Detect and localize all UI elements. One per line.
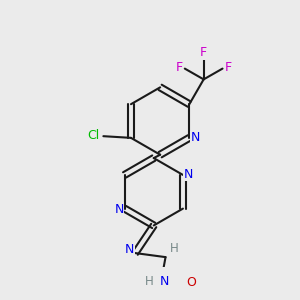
Text: F: F [199,46,206,59]
Text: F: F [176,61,183,74]
Text: N: N [160,275,169,288]
Text: H: H [170,242,179,255]
Text: H: H [145,275,154,288]
Text: N: N [114,203,124,216]
Text: N: N [184,168,193,181]
Text: F: F [225,61,232,74]
Text: N: N [125,243,134,256]
Text: Cl: Cl [88,129,100,142]
Text: O: O [186,276,196,289]
Text: N: N [190,131,200,144]
